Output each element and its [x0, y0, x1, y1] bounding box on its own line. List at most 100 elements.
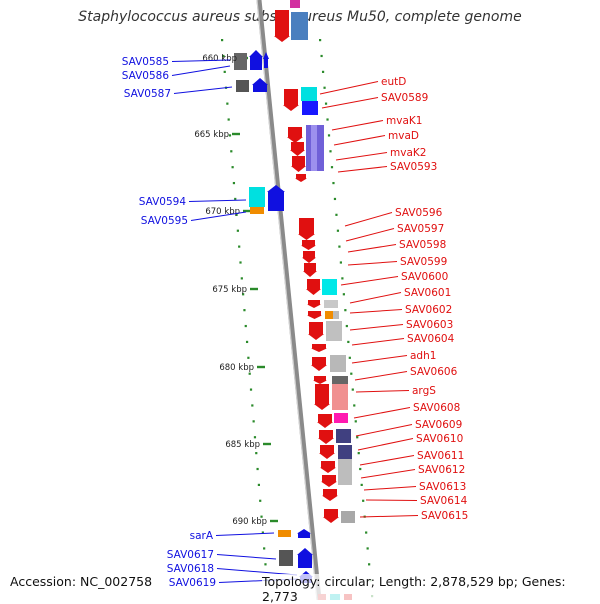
reverse-gene-arrow — [314, 384, 330, 410]
cds-box — [332, 384, 348, 410]
reverse-gene-arrow — [311, 357, 327, 371]
cds-box — [332, 376, 348, 384]
outer-tick-dot — [323, 86, 326, 89]
outer-tick-dot — [321, 70, 325, 73]
leader-line — [337, 166, 388, 173]
scale-label: 675 kbp — [212, 285, 247, 295]
leader-line — [353, 407, 411, 419]
inner-tick-dot — [222, 54, 225, 58]
cds-box — [341, 511, 355, 523]
cds-box — [334, 413, 348, 423]
reverse-gene-label: SAV0598 — [399, 239, 446, 251]
leader-line — [359, 455, 415, 466]
inner-tick-dot — [226, 102, 229, 105]
cds-box — [333, 311, 339, 319]
inner-tick-dot — [231, 166, 234, 169]
leader-line — [335, 152, 388, 161]
leader-line — [190, 211, 247, 221]
reverse-gene-label: SAV0593 — [390, 161, 437, 173]
cds-box — [250, 207, 264, 214]
cds-box — [326, 321, 342, 341]
leader-line — [345, 228, 395, 242]
inner-tick-dot — [247, 356, 250, 359]
reverse-gene-label: SAV0601 — [404, 287, 451, 299]
leader-line — [349, 292, 402, 304]
leader-line — [321, 97, 379, 109]
leader-line — [363, 486, 417, 491]
forward-gene-arrow — [252, 78, 268, 92]
leader-line — [355, 424, 413, 437]
reverse-gene-label: adh1 — [410, 350, 436, 362]
leader-line — [360, 469, 416, 479]
inner-tick-dot — [242, 293, 245, 296]
forward-gene-label: SAV0585 — [122, 56, 169, 68]
reverse-gene-arrow — [301, 240, 316, 250]
cds-box — [334, 425, 348, 430]
forward-gene-label: SAV0619 — [169, 577, 216, 589]
inner-tick-dot — [255, 452, 258, 455]
leader-line — [344, 212, 393, 227]
outer-tick-dot — [354, 420, 357, 423]
forward-gene-arrow — [263, 52, 269, 68]
inner-tick-dot — [238, 245, 241, 248]
reverse-gene-arrow — [318, 430, 334, 444]
cds-box — [302, 101, 318, 115]
reverse-gene-arrow — [319, 445, 335, 459]
reverse-gene-arrow — [287, 127, 303, 143]
reverse-gene-arrow — [307, 300, 321, 308]
forward-gene-arrow — [297, 548, 313, 568]
outer-tick-dot — [360, 483, 363, 486]
cds-box — [336, 429, 351, 443]
inner-tick-dot — [221, 39, 224, 42]
reverse-gene-arrow — [322, 489, 338, 501]
inner-tick-dot — [243, 309, 246, 312]
outer-tick-dot — [345, 324, 348, 328]
outer-tick-dot — [332, 181, 335, 185]
reverse-gene-label: SAV0600 — [401, 271, 448, 283]
inner-tick-dot — [228, 134, 232, 137]
forward-gene-arrow — [297, 529, 311, 538]
reverse-gene-arrow — [307, 311, 322, 319]
outer-tick-dot — [368, 563, 371, 566]
inner-tick-dot — [244, 324, 247, 328]
scale-label: 665 kbp — [194, 130, 229, 140]
leader-line — [331, 120, 384, 131]
label-layer: 660 kbp 665 kbp 670 kbp 675 kbp 680 kbp 685 k… — [122, 54, 469, 589]
reverse-gene-label: mvaK1 — [386, 115, 422, 127]
outer-tick-dot — [365, 531, 368, 534]
outer-tick-dot — [350, 372, 353, 375]
outer-tick-dot — [319, 39, 322, 42]
reverse-gene-arrow — [321, 475, 337, 487]
outer-tick-dot — [359, 467, 362, 471]
inner-tick-dot — [227, 118, 230, 121]
inner-tick-dot — [236, 229, 239, 232]
outer-tick-dot — [348, 356, 351, 359]
reverse-gene-label: SAV0597 — [397, 223, 444, 235]
reverse-gene-arrow — [308, 322, 324, 340]
outer-tick-dot — [339, 261, 342, 264]
reverse-gene-arrow — [283, 89, 299, 111]
leader-line — [216, 554, 277, 560]
inner-tick-dot — [253, 436, 257, 439]
reverse-gene-label: SAV0604 — [407, 333, 455, 345]
reverse-gene-label: SAV0609 — [415, 419, 462, 431]
outer-tick-dot — [341, 277, 344, 280]
outer-tick-dot — [338, 245, 341, 248]
leader-line — [365, 499, 418, 501]
reverse-gene-label: SAV0612 — [418, 464, 465, 476]
cds-box — [324, 300, 338, 308]
scale-label: 690 kbp — [232, 517, 267, 527]
scale-label: 670 kbp — [205, 207, 240, 217]
outer-tick-dot — [335, 213, 338, 216]
inner-tick-dot — [261, 531, 264, 534]
scale-label: 680 kbp — [219, 363, 254, 373]
reverse-gene-arrow — [311, 344, 327, 352]
reverse-gene-arrow — [320, 461, 336, 473]
scale-label: 660 kbp — [202, 54, 237, 64]
outer-tick-dot — [320, 54, 323, 58]
leader-line — [171, 59, 231, 62]
backbone-line — [256, 0, 322, 600]
outer-tick-dot — [336, 229, 340, 232]
leader-line — [351, 338, 405, 346]
